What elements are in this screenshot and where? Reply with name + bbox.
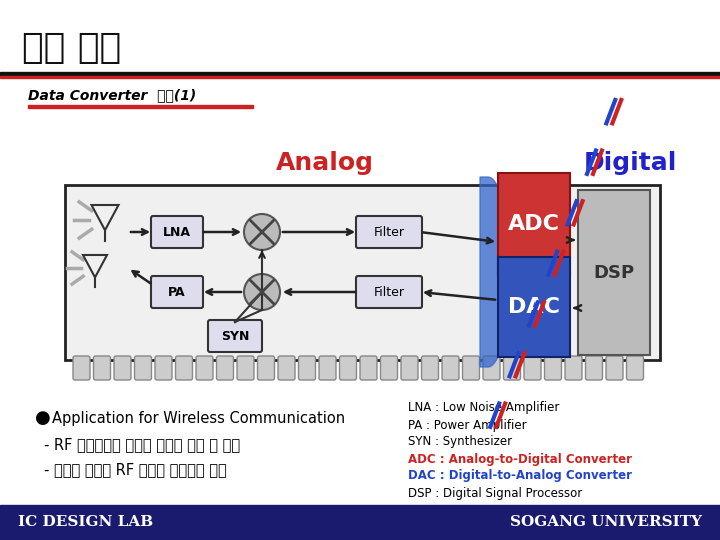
- Text: Digital: Digital: [583, 151, 677, 175]
- Circle shape: [244, 214, 280, 250]
- Text: SOGANG UNIVERSITY: SOGANG UNIVERSITY: [510, 515, 702, 529]
- FancyBboxPatch shape: [360, 356, 377, 380]
- FancyBboxPatch shape: [278, 356, 295, 380]
- Text: SYN: SYN: [221, 329, 249, 342]
- FancyBboxPatch shape: [196, 356, 213, 380]
- Text: Filter: Filter: [374, 226, 405, 239]
- FancyBboxPatch shape: [176, 356, 192, 380]
- Text: LNA: LNA: [163, 226, 191, 239]
- FancyBboxPatch shape: [401, 356, 418, 380]
- FancyBboxPatch shape: [585, 356, 603, 380]
- FancyBboxPatch shape: [626, 356, 644, 380]
- FancyBboxPatch shape: [606, 356, 623, 380]
- FancyBboxPatch shape: [151, 216, 203, 248]
- FancyBboxPatch shape: [135, 356, 151, 380]
- FancyBboxPatch shape: [151, 276, 203, 308]
- Bar: [498, 173, 570, 275]
- Text: LNA : Low Noise Amplifier: LNA : Low Noise Amplifier: [408, 402, 559, 415]
- Text: - 디지털 신호를 RF 신호로 변환하여 송신: - 디지털 신호를 RF 신호로 변환하여 송신: [44, 462, 227, 477]
- FancyBboxPatch shape: [258, 356, 274, 380]
- Text: PA: PA: [168, 286, 186, 299]
- Bar: [65, 185, 660, 360]
- Text: Application for Wireless Communication: Application for Wireless Communication: [52, 410, 345, 426]
- Bar: [0, 72, 720, 76]
- FancyBboxPatch shape: [319, 356, 336, 380]
- Text: ●: ●: [35, 409, 50, 427]
- Bar: [578, 190, 650, 355]
- Text: ADC : Analog-to-Digital Converter: ADC : Analog-to-Digital Converter: [408, 453, 632, 465]
- FancyBboxPatch shape: [565, 356, 582, 380]
- FancyBboxPatch shape: [299, 356, 315, 380]
- Bar: [498, 257, 570, 357]
- Text: PA : Power Amplifier: PA : Power Amplifier: [408, 418, 526, 431]
- Text: DAC : Digital-to-Analog Converter: DAC : Digital-to-Analog Converter: [408, 469, 632, 483]
- FancyBboxPatch shape: [421, 356, 438, 380]
- FancyBboxPatch shape: [73, 356, 90, 380]
- Text: Filter: Filter: [374, 286, 405, 299]
- Bar: [0, 0, 720, 75]
- FancyBboxPatch shape: [462, 356, 480, 380]
- FancyBboxPatch shape: [503, 356, 521, 380]
- FancyBboxPatch shape: [237, 356, 254, 380]
- Text: 연구 분야: 연구 분야: [22, 31, 121, 65]
- FancyBboxPatch shape: [94, 356, 110, 380]
- FancyBboxPatch shape: [483, 356, 500, 380]
- Circle shape: [244, 274, 280, 310]
- Text: Data Converter  사례(1): Data Converter 사례(1): [28, 88, 197, 102]
- FancyBboxPatch shape: [524, 356, 541, 380]
- Bar: [28, 105, 253, 108]
- Text: DSP : Digital Signal Processor: DSP : Digital Signal Processor: [408, 487, 582, 500]
- FancyBboxPatch shape: [442, 356, 459, 380]
- FancyBboxPatch shape: [114, 356, 131, 380]
- FancyBboxPatch shape: [544, 356, 562, 380]
- Text: SYN : Synthesizer: SYN : Synthesizer: [408, 435, 512, 449]
- FancyBboxPatch shape: [217, 356, 233, 380]
- FancyBboxPatch shape: [155, 356, 172, 380]
- FancyBboxPatch shape: [208, 320, 262, 352]
- Text: IC DESIGN LAB: IC DESIGN LAB: [18, 515, 153, 529]
- Text: DAC: DAC: [508, 297, 560, 317]
- Text: DSP: DSP: [593, 264, 634, 281]
- Polygon shape: [480, 177, 510, 367]
- Text: - RF 수신신호를 디지털 신호로 변환 및 처리: - RF 수신신호를 디지털 신호로 변환 및 처리: [44, 437, 240, 453]
- FancyBboxPatch shape: [356, 276, 422, 308]
- Text: Analog: Analog: [276, 151, 374, 175]
- FancyBboxPatch shape: [340, 356, 356, 380]
- Bar: [0, 76, 720, 78]
- FancyBboxPatch shape: [380, 356, 397, 380]
- Text: ADC: ADC: [508, 214, 560, 234]
- FancyBboxPatch shape: [356, 216, 422, 248]
- Bar: [0, 505, 720, 540]
